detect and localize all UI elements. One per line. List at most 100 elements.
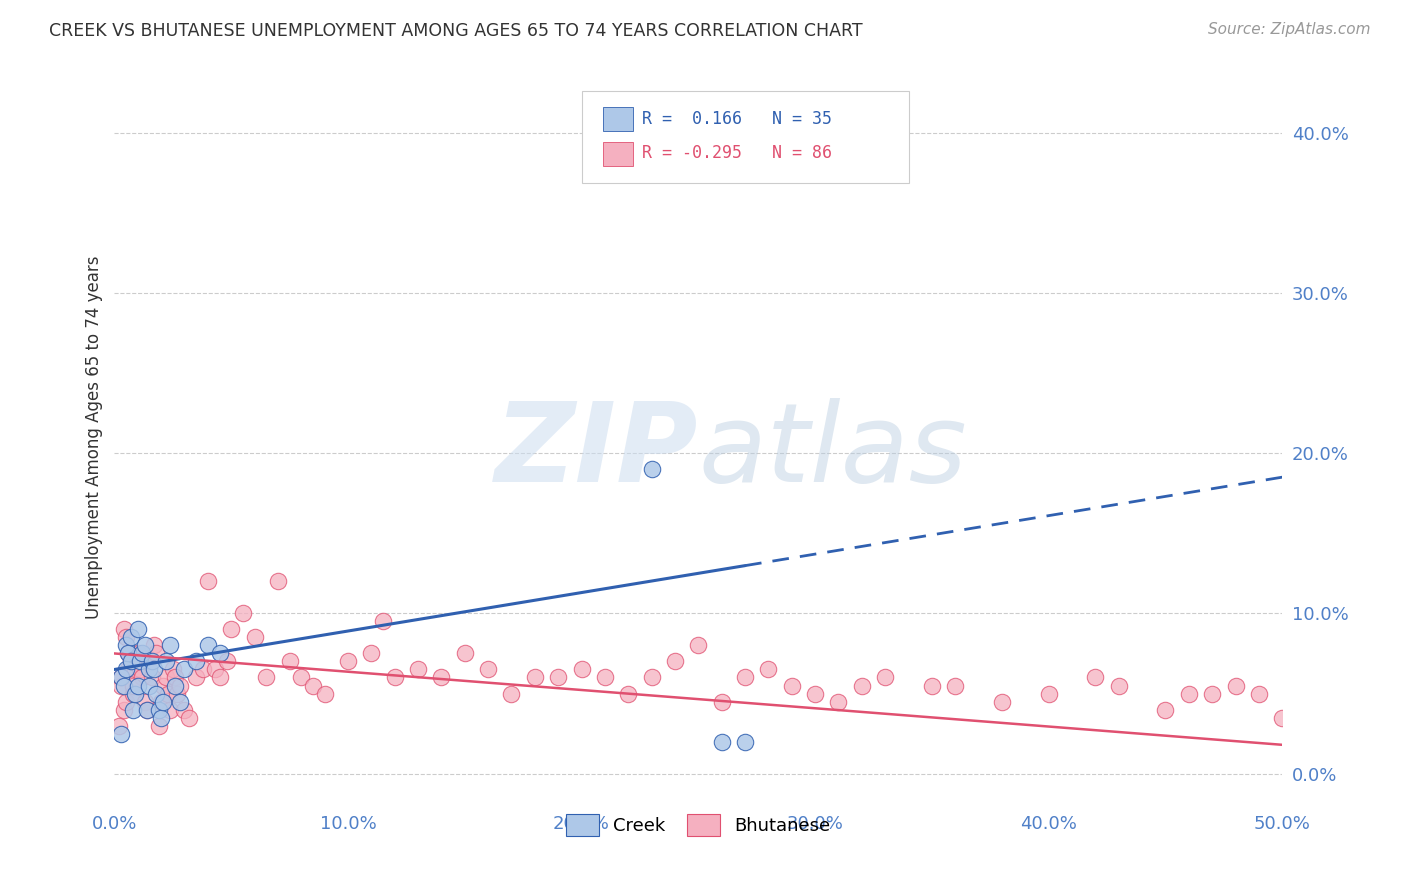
Point xyxy=(138,655,160,669)
Point xyxy=(991,694,1014,708)
Point xyxy=(710,694,733,708)
Point xyxy=(734,734,756,748)
Point xyxy=(165,679,187,693)
Point xyxy=(191,663,214,677)
Point xyxy=(267,574,290,589)
Point xyxy=(110,671,132,685)
Point xyxy=(710,734,733,748)
Point xyxy=(115,631,138,645)
Point xyxy=(131,647,153,661)
Point xyxy=(360,647,382,661)
Point xyxy=(152,679,174,693)
Point xyxy=(169,679,191,693)
Point xyxy=(117,647,139,661)
Point xyxy=(162,663,184,677)
Point xyxy=(134,639,156,653)
Point xyxy=(134,694,156,708)
Point xyxy=(197,574,219,589)
Point xyxy=(120,655,142,669)
Point xyxy=(122,686,145,700)
Point xyxy=(136,702,159,716)
Point xyxy=(664,655,686,669)
Point xyxy=(617,686,640,700)
Point xyxy=(1271,710,1294,724)
Point xyxy=(120,647,142,661)
Point xyxy=(1201,686,1223,700)
Point xyxy=(129,663,152,677)
Point xyxy=(314,686,336,700)
Point xyxy=(112,623,135,637)
Point xyxy=(640,462,662,476)
Point xyxy=(152,694,174,708)
Point xyxy=(1247,686,1270,700)
Point xyxy=(547,671,569,685)
Point xyxy=(166,686,188,700)
Point xyxy=(145,647,167,661)
Point xyxy=(758,663,780,677)
Point xyxy=(141,655,163,669)
Point xyxy=(141,671,163,685)
Point xyxy=(336,655,359,669)
Point xyxy=(112,702,135,716)
Point xyxy=(150,710,173,724)
Point xyxy=(148,718,170,732)
Point xyxy=(640,671,662,685)
FancyBboxPatch shape xyxy=(582,91,908,183)
Point xyxy=(371,615,394,629)
Point xyxy=(302,679,325,693)
Point xyxy=(384,671,406,685)
Point xyxy=(138,679,160,693)
Point xyxy=(406,663,429,677)
Point xyxy=(148,702,170,716)
Point xyxy=(501,686,523,700)
Point xyxy=(169,694,191,708)
Point xyxy=(127,679,149,693)
Point xyxy=(477,663,499,677)
Point xyxy=(254,671,277,685)
Point xyxy=(219,623,242,637)
Point xyxy=(124,663,146,677)
Point xyxy=(179,710,201,724)
Point xyxy=(115,694,138,708)
Point xyxy=(454,647,477,661)
Point xyxy=(157,686,180,700)
Point xyxy=(688,639,710,653)
Point xyxy=(780,679,803,693)
Legend: Creek, Bhutanese: Creek, Bhutanese xyxy=(557,805,839,845)
Point xyxy=(186,655,208,669)
Point xyxy=(112,679,135,693)
Point xyxy=(150,694,173,708)
Text: R =  0.166   N = 35: R = 0.166 N = 35 xyxy=(643,110,832,128)
Y-axis label: Unemployment Among Ages 65 to 74 years: Unemployment Among Ages 65 to 74 years xyxy=(86,255,103,619)
Point xyxy=(804,686,827,700)
Point xyxy=(943,679,966,693)
Point xyxy=(921,679,943,693)
Point xyxy=(1178,686,1201,700)
Point xyxy=(120,631,142,645)
Point xyxy=(571,663,593,677)
Point xyxy=(127,647,149,661)
Text: R = -0.295   N = 86: R = -0.295 N = 86 xyxy=(643,145,832,162)
Point xyxy=(523,671,546,685)
Point xyxy=(155,655,177,669)
Point xyxy=(851,679,873,693)
Point xyxy=(173,663,195,677)
Point xyxy=(129,655,152,669)
Point xyxy=(875,671,897,685)
Point xyxy=(155,671,177,685)
Point xyxy=(430,671,453,685)
Point xyxy=(117,647,139,661)
Point xyxy=(131,671,153,685)
Point xyxy=(186,671,208,685)
Point xyxy=(110,726,132,740)
Point xyxy=(115,663,138,677)
Point xyxy=(127,623,149,637)
Point xyxy=(110,679,132,693)
Point xyxy=(173,702,195,716)
Point xyxy=(122,702,145,716)
Text: Source: ZipAtlas.com: Source: ZipAtlas.com xyxy=(1208,22,1371,37)
Point xyxy=(143,639,166,653)
Point xyxy=(159,639,181,653)
Text: atlas: atlas xyxy=(699,399,967,506)
Point xyxy=(143,663,166,677)
